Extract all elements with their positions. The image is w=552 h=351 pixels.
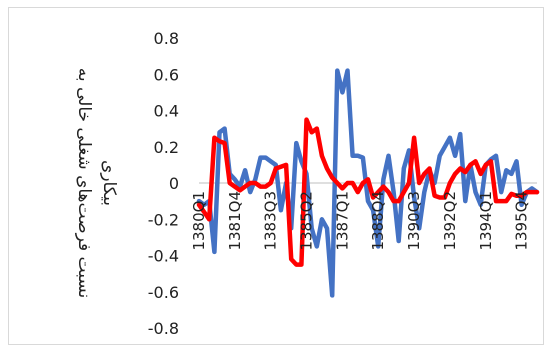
y-tick-label: 0.8 bbox=[154, 29, 179, 48]
y-tick-label: 0 bbox=[169, 174, 179, 193]
x-tick-label: 1380Q1 bbox=[190, 191, 208, 251]
x-tick-label: 1387Q1 bbox=[333, 191, 351, 251]
y-axis-title-line: نسبت فرصت‌های شغلی خالی به bbox=[74, 68, 94, 299]
x-axis-ticks: 1380Q1 1381Q4 1383Q3 1385Q2 1387Q1 1388Q4 1390… bbox=[190, 191, 531, 251]
y-axis-title: نسبت فرصت‌های شغلی خالی به بیکاری bbox=[74, 68, 119, 299]
x-tick-label: 1381Q4 bbox=[226, 191, 244, 251]
x-tick-label: 1383Q3 bbox=[262, 191, 280, 251]
y-tick-label: 0.2 bbox=[154, 138, 179, 157]
x-tick-label: 1395Q4 bbox=[513, 191, 531, 251]
y-tick-label: 0.6 bbox=[154, 65, 179, 84]
x-tick-label: 1385Q2 bbox=[298, 191, 316, 251]
y-tick-label: 0.4 bbox=[154, 102, 179, 121]
y-tick-label: -0.6 bbox=[148, 283, 179, 302]
y-tick-label: -0.8 bbox=[148, 319, 179, 338]
y-tick-label: -0.2 bbox=[148, 210, 179, 229]
series-line-1 bbox=[196, 68, 540, 298]
y-axis-title-line: بیکاری bbox=[99, 160, 119, 206]
series-line-2 bbox=[196, 117, 540, 267]
y-axis-ticks: 0.8 0.6 0.4 0.2 0 -0.2 -0.4 -0.6 -0.8 bbox=[148, 29, 179, 338]
x-tick-label: 1388Q4 bbox=[369, 191, 387, 251]
series-lines bbox=[196, 68, 540, 298]
chart-area: نسبت فرصت‌های شغلی خالی به بیکاری 0.8 0.6 0… bbox=[8, 7, 544, 345]
x-tick-label: 1394Q1 bbox=[477, 191, 495, 251]
y-tick-label: -0.4 bbox=[148, 247, 179, 266]
x-tick-label: 1390Q3 bbox=[405, 191, 423, 251]
x-tick-label: 1392Q2 bbox=[441, 191, 459, 251]
line-chart: نسبت فرصت‌های شغلی خالی به بیکاری 0.80.60… bbox=[74, 29, 540, 338]
